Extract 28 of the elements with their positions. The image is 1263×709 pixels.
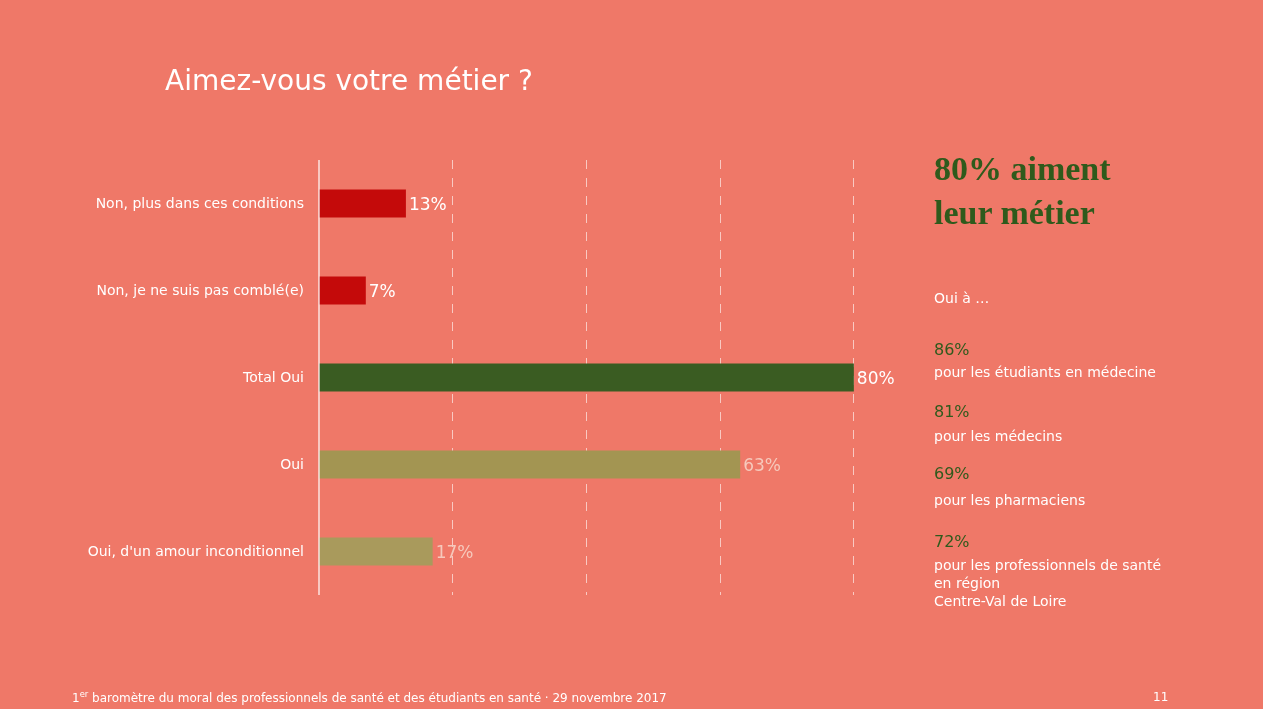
text: pour les étudiants en médecine <box>934 364 1156 380</box>
y-tick-label: Total Oui <box>242 369 304 386</box>
text: 69% <box>934 464 970 483</box>
data-label: 17% <box>435 541 474 562</box>
data-label: 80% <box>856 367 895 388</box>
text: Oui à … <box>934 290 990 306</box>
bar <box>319 537 433 566</box>
data-label: 63% <box>743 454 781 475</box>
y-tick-label: Oui <box>280 456 304 473</box>
text: 80% aiment leur métier <box>934 150 1112 232</box>
bar <box>319 450 741 479</box>
data-label: 7% <box>368 280 396 301</box>
bar <box>319 363 854 392</box>
y-tick-label: Non, je ne suis pas comblé(e) <box>96 282 304 299</box>
text: pour les pharmaciens <box>934 492 1086 508</box>
text: 72% <box>934 532 970 551</box>
bar <box>319 189 406 218</box>
text: 81% <box>934 402 970 421</box>
chart-title: Aimez-vous votre métier ? <box>165 63 533 97</box>
bar <box>319 276 366 305</box>
data-label: 13% <box>408 193 447 214</box>
text: 11 <box>1153 690 1169 704</box>
text: pour les médecins <box>934 428 1063 444</box>
text: pour les professionnels de santé en région Centre-Val de Loire <box>934 557 1162 610</box>
y-tick-label: Non, plus dans ces conditions <box>95 195 304 212</box>
text: 86% <box>934 340 970 359</box>
y-tick-label: Oui, d'un amour inconditionnel <box>87 543 304 560</box>
text: 1$^{er}$ baromètre du moral des professionnels de santé et des étudiants en santé · 29 novembre 2017 <box>72 689 667 706</box>
